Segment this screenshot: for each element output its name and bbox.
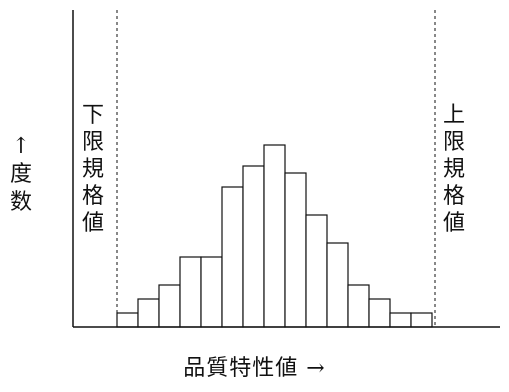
lower-spec-label: 下限規格値	[79, 102, 107, 237]
histogram-bar	[305, 214, 328, 328]
histogram-bar	[368, 298, 391, 328]
histogram-bar	[179, 256, 202, 328]
upper-spec-label-text: 上限規格値	[442, 103, 465, 236]
x-axis-label: 品質特性値 →	[0, 350, 509, 382]
histogram-bar	[410, 312, 433, 328]
histogram-bar	[158, 284, 181, 328]
x-axis-label-text: 品質特性値 →	[183, 356, 326, 381]
y-axis-label: ↑ 度 数	[6, 133, 36, 217]
histogram-bar	[242, 165, 265, 328]
histogram-bars	[116, 144, 433, 328]
histogram-bar	[347, 284, 370, 328]
lower-spec-label-text: 下限規格値	[81, 103, 104, 236]
y-axis-label-text: ↑ 度 数	[9, 134, 32, 215]
histogram-bar	[326, 242, 349, 328]
histogram-bar	[389, 312, 412, 328]
histogram-bar	[137, 298, 160, 328]
histogram-bar	[263, 144, 286, 328]
histogram-bar	[221, 186, 244, 328]
histogram-bar	[284, 172, 307, 328]
histogram-bar	[200, 256, 223, 328]
upper-spec-label: 上限規格値	[440, 102, 468, 237]
histogram-bar	[116, 312, 139, 328]
